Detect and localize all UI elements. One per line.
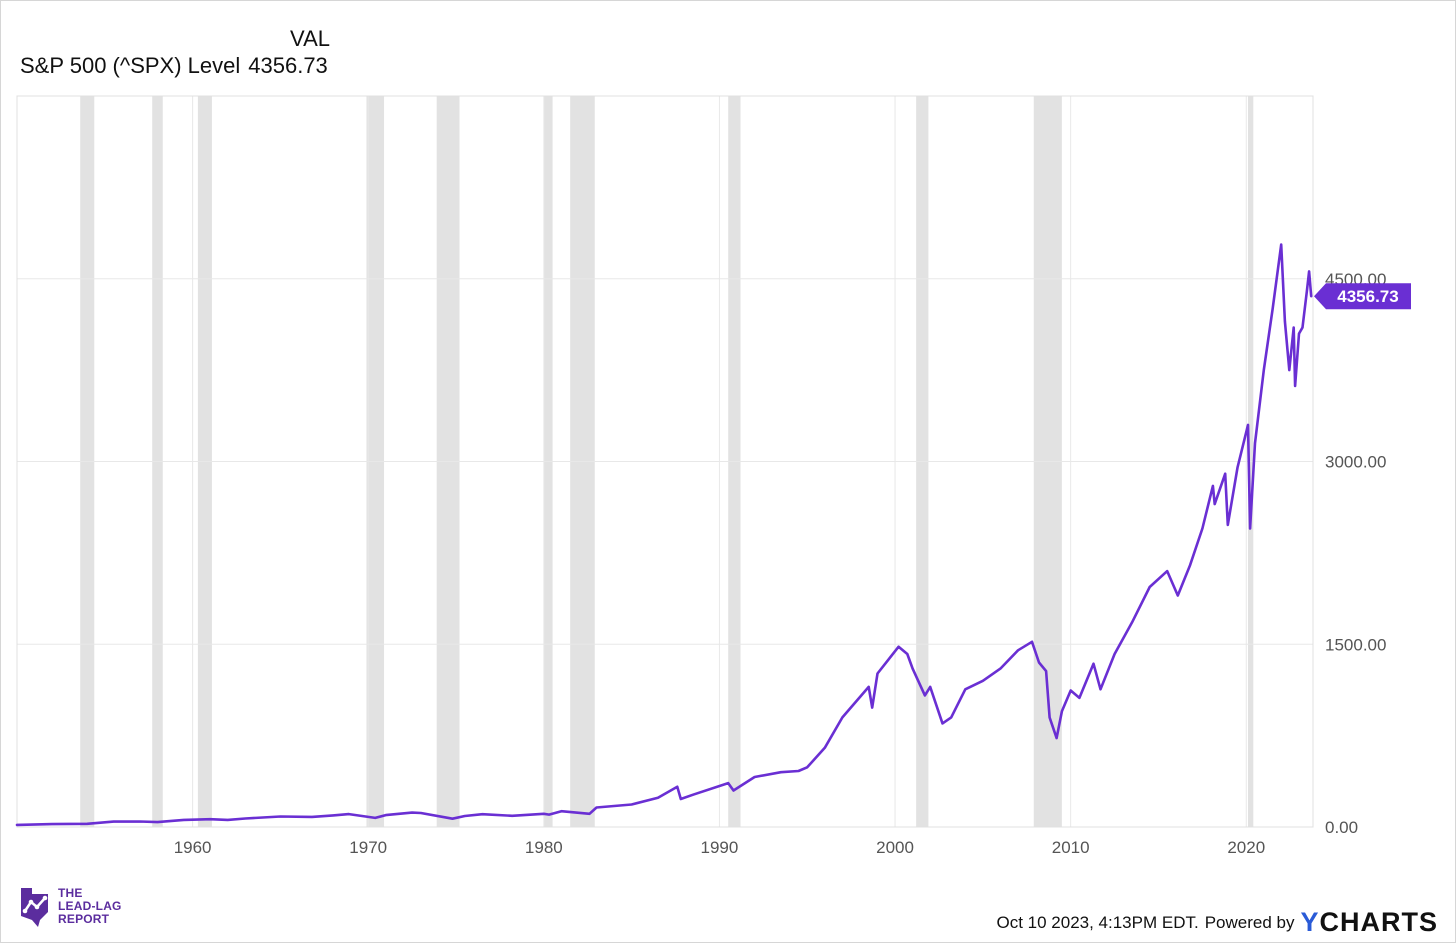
- series-line-0: [15, 243, 1313, 827]
- ycharts-logo[interactable]: YCHARTS: [1300, 907, 1438, 938]
- x-tick-label-1: 1970: [349, 838, 387, 857]
- last-value-group: 4356.73: [1314, 283, 1411, 310]
- series-layer: [15, 243, 1313, 827]
- lead-lag-report-logo: THE LEAD-LAG REPORT: [18, 884, 122, 928]
- lead-lag-logo-text: THE LEAD-LAG REPORT: [58, 885, 122, 926]
- brand-line-1: THE: [58, 885, 83, 900]
- y-tick-label-2: 3000.00: [1325, 453, 1386, 472]
- y-tick-label-0: 0.00: [1325, 818, 1358, 837]
- legend-column-header: VAL: [290, 26, 330, 51]
- last-value-label: 4356.73: [1337, 287, 1398, 306]
- legend-header: VAL S&P 500 (^SPX) Level 4356.73: [20, 26, 330, 80]
- y-tick-label-1: 1500.00: [1325, 635, 1386, 654]
- legend-row[interactable]: S&P 500 (^SPX) Level 4356.73: [20, 52, 330, 80]
- x-tick-label-4: 2000: [876, 838, 914, 857]
- footer-powered-by: Powered by: [1204, 912, 1295, 932]
- footer: Oct 10 2023, 4:13PM EDT. Powered by YCHA…: [996, 907, 1438, 938]
- x-tick-label-2: 1980: [525, 838, 563, 857]
- ycharts-logo-text: CHARTS: [1319, 907, 1438, 937]
- brand-line-2: LEAD-LAG: [58, 898, 122, 913]
- x-tick-label-5: 2010: [1052, 838, 1090, 857]
- lead-lag-logo-icon: [21, 888, 48, 927]
- x-axis: 1960 1970 1980 1990 2000 2010 2020: [174, 838, 1265, 857]
- brand-line-3: REPORT: [58, 911, 110, 926]
- footer-timestamp: Oct 10 2023, 4:13PM EDT.: [996, 912, 1199, 932]
- x-tick-label-0: 1960: [174, 838, 212, 857]
- ycharts-logo-y: Y: [1300, 907, 1320, 937]
- legend-series-label[interactable]: S&P 500 (^SPX) Level: [20, 53, 241, 78]
- legend-series-value: 4356.73: [248, 53, 328, 78]
- last-value-flag: [1314, 283, 1411, 310]
- x-tick-label-6: 2020: [1227, 838, 1265, 857]
- plot-area-border: [16, 95, 1314, 828]
- x-tick-label-3: 1990: [701, 838, 739, 857]
- gridlines: [17, 96, 1313, 827]
